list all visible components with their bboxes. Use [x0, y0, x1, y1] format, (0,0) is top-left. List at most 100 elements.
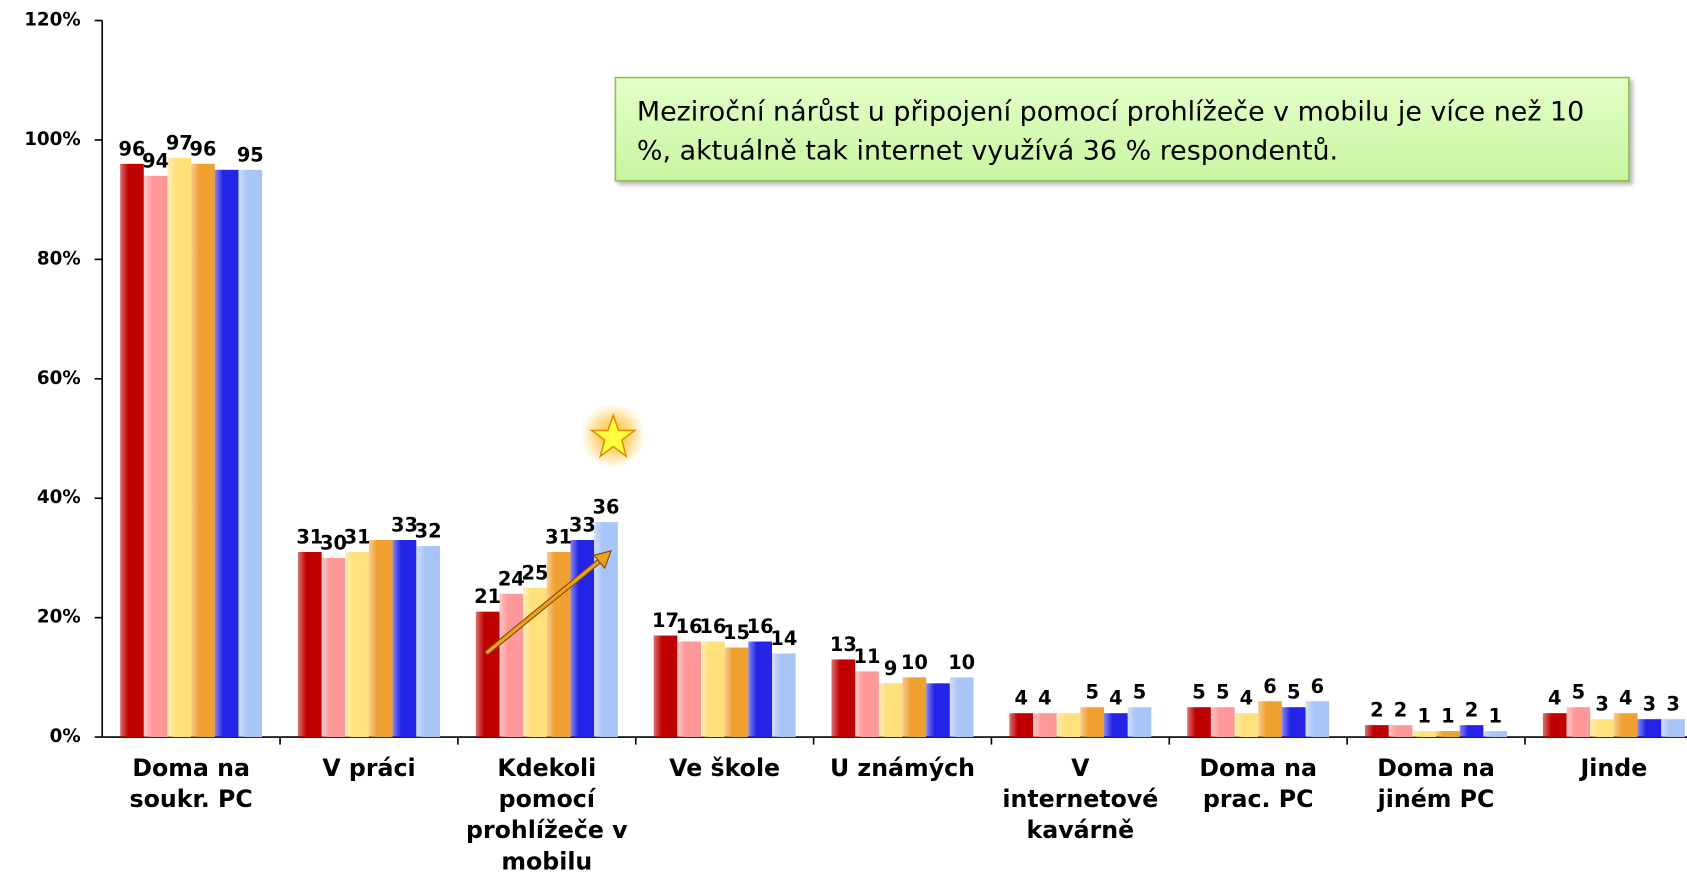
- data-label: 31: [344, 525, 371, 548]
- x-tick-label-holder: Doma na soukr. PC: [129, 755, 253, 814]
- x-tick-label: Doma na jiném PC: [1377, 755, 1495, 814]
- data-label: 33: [391, 514, 418, 537]
- bar: [926, 683, 950, 738]
- bar: [1033, 713, 1057, 738]
- bar: [748, 641, 773, 738]
- bar: [949, 677, 974, 738]
- bar: [1566, 707, 1591, 738]
- annotation-holder: Meziroční nárůst u připojení pomocí proh…: [636, 95, 1585, 166]
- data-label: 10: [901, 651, 928, 674]
- y-tick-label: 0%: [50, 726, 81, 747]
- bar: [1542, 713, 1567, 738]
- bar: [855, 671, 879, 738]
- data-label: 2: [1394, 699, 1407, 722]
- bar: [1234, 713, 1259, 738]
- data-label: 13: [830, 633, 857, 656]
- bar: [1210, 707, 1235, 738]
- star: [589, 412, 638, 459]
- bar: [1590, 719, 1614, 738]
- bar: [653, 635, 678, 738]
- bar: [499, 593, 524, 738]
- data-label: 32: [415, 520, 442, 543]
- x-tick-label: V práci: [322, 755, 416, 783]
- data-label: 17: [652, 609, 679, 632]
- data-label: 1: [1441, 705, 1454, 728]
- bar: [523, 587, 547, 738]
- data-label: 4: [1240, 687, 1253, 710]
- data-label: 5: [1192, 681, 1205, 704]
- data-label: 5: [1133, 681, 1146, 704]
- data-label: 25: [522, 561, 549, 584]
- y-tick-label: 20%: [37, 607, 81, 628]
- data-label: 3: [1595, 693, 1608, 716]
- data-label: 5: [1572, 681, 1585, 704]
- bar: [1661, 719, 1685, 738]
- bar: [1613, 713, 1638, 738]
- data-label: 97: [166, 131, 193, 154]
- x-tick-label-holder: Doma na prac. PC: [1199, 755, 1317, 814]
- bar: [1459, 725, 1484, 738]
- bar: [1637, 719, 1662, 738]
- bar: [1412, 731, 1437, 738]
- data-label: 5: [1216, 681, 1229, 704]
- data-label: 1: [1417, 705, 1430, 728]
- y-tick-label: 80%: [37, 248, 81, 269]
- data-label: 94: [142, 149, 169, 172]
- data-label: 96: [189, 137, 216, 160]
- data-label: 5: [1287, 681, 1300, 704]
- bar: [1104, 713, 1128, 738]
- data-label: 1: [1488, 705, 1501, 728]
- annotation: Meziroční nárůst u připojení pomocí proh…: [636, 95, 1585, 166]
- x-tick-label: U známých: [829, 755, 976, 783]
- trend-arrow-head: [592, 550, 612, 570]
- data-label: 14: [770, 627, 797, 650]
- bar: [297, 551, 322, 738]
- data-label: 5: [1085, 681, 1098, 704]
- data-label: 31: [296, 525, 323, 548]
- x-tick-label: Jinde: [1580, 755, 1648, 783]
- data-label: 30: [320, 531, 347, 554]
- y-tick-label: 60%: [37, 368, 81, 389]
- data-label: 3: [1666, 693, 1679, 716]
- bar: [1187, 707, 1211, 738]
- data-label: 6: [1311, 675, 1324, 698]
- bar: [831, 659, 856, 738]
- x-tick-label: Doma na soukr. PC: [129, 755, 253, 814]
- x-tick-label-holder: Ve škole: [669, 755, 780, 782]
- x-tick-label-holder: V práci: [322, 755, 416, 783]
- data-label: 95: [237, 143, 264, 166]
- bar: [416, 545, 440, 738]
- data-label: 4: [1109, 687, 1122, 710]
- bar: [1436, 731, 1460, 738]
- bar: [1305, 701, 1330, 738]
- bar: [214, 169, 239, 738]
- y-tick-label: 120%: [24, 10, 80, 31]
- data-label: 10: [948, 651, 975, 674]
- data-label: 16: [676, 615, 703, 638]
- bar: [1127, 707, 1152, 738]
- data-label: 16: [699, 615, 726, 638]
- bar: [570, 540, 595, 738]
- x-tick-label-holder: Jinde: [1580, 755, 1648, 783]
- x-tick-label: Doma na prac. PC: [1199, 755, 1317, 814]
- x-tick-label-holder: U známých: [829, 755, 976, 783]
- data-label: 96: [118, 137, 145, 160]
- bar: [167, 157, 192, 738]
- bar: [120, 163, 144, 738]
- y-tick-label: 40%: [37, 487, 81, 508]
- data-label: 4: [1014, 687, 1027, 710]
- bar: [321, 557, 346, 738]
- data-label: 9: [884, 657, 897, 680]
- data-label: 2: [1465, 699, 1478, 722]
- bar: [368, 540, 393, 738]
- data-label: 4: [1619, 687, 1632, 710]
- data-label: 24: [498, 567, 525, 590]
- annotation-background: [614, 76, 1630, 182]
- bar: [191, 163, 215, 738]
- bar: [1483, 731, 1508, 738]
- bar: [878, 683, 903, 738]
- bar: [1258, 701, 1282, 738]
- bar: [1080, 707, 1105, 738]
